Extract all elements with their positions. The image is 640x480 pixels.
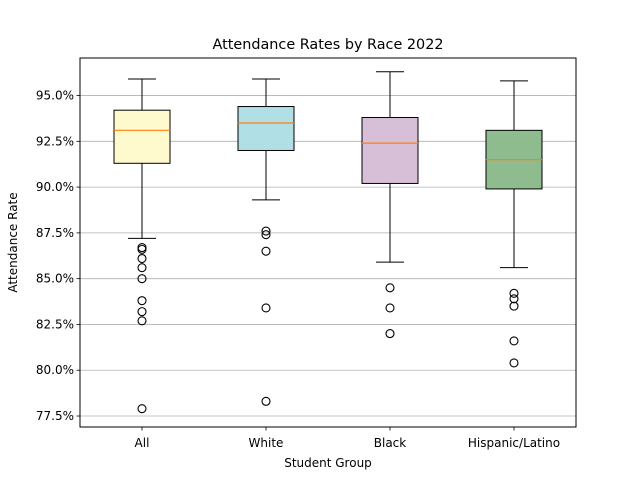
y-tick-label: 85.0% (36, 272, 74, 286)
outlier-point (137, 307, 147, 317)
outlier-point (509, 358, 519, 368)
outlier-point (137, 244, 147, 254)
box-group (113, 78, 171, 414)
iqr-box (237, 106, 295, 151)
x-axis-label: Student Group (284, 456, 372, 470)
box-series (113, 71, 543, 414)
y-tick-label: 95.0% (36, 89, 74, 103)
y-axis-label: Attendance Rate (6, 192, 20, 292)
outlier-point (261, 303, 271, 313)
outlier-point (137, 296, 147, 306)
outlier-point (385, 303, 395, 313)
iqr-box (113, 109, 171, 164)
outlier-point (261, 396, 271, 406)
outlier-point (385, 283, 395, 293)
outlier-point (137, 316, 147, 326)
outlier-point (261, 230, 271, 240)
y-axis-ticks: 77.5% 80.0% 82.5% 85.0% 87.5% 90.0% 92.5% 95.0% (36, 89, 80, 423)
box-group (361, 71, 419, 339)
outlier-point (261, 226, 271, 236)
y-tick-label: 77.5% (36, 409, 74, 423)
x-tick-label: All (135, 436, 150, 450)
outlier-point (509, 301, 519, 311)
x-tick-label: White (249, 436, 284, 450)
outlier-point (137, 274, 147, 284)
outlier-point (137, 242, 147, 253)
outlier-point (137, 263, 147, 273)
box-group (485, 80, 543, 368)
outlier-point (385, 329, 395, 339)
box-group (237, 78, 295, 406)
y-tick-label: 90.0% (36, 180, 74, 194)
outlier-point (261, 246, 271, 256)
y-tick-label: 82.5% (36, 317, 74, 331)
y-tick-label: 87.5% (36, 226, 74, 240)
outlier-point (137, 404, 147, 414)
iqr-box (361, 117, 419, 184)
x-tick-label: Black (374, 436, 407, 450)
y-tick-label: 80.0% (36, 363, 74, 377)
outlier-point (509, 294, 519, 304)
x-tick-label: Hispanic/Latino (468, 436, 560, 450)
outlier-point (509, 336, 519, 346)
chart-title: Attendance Rates by Race 2022 (212, 37, 443, 53)
y-tick-label: 92.5% (36, 134, 74, 148)
outlier-point (137, 253, 147, 264)
outlier-point (509, 288, 519, 298)
plot-area-frame (79, 57, 577, 428)
x-axis-ticks: All White Black Hispanic/Latino (135, 427, 560, 450)
